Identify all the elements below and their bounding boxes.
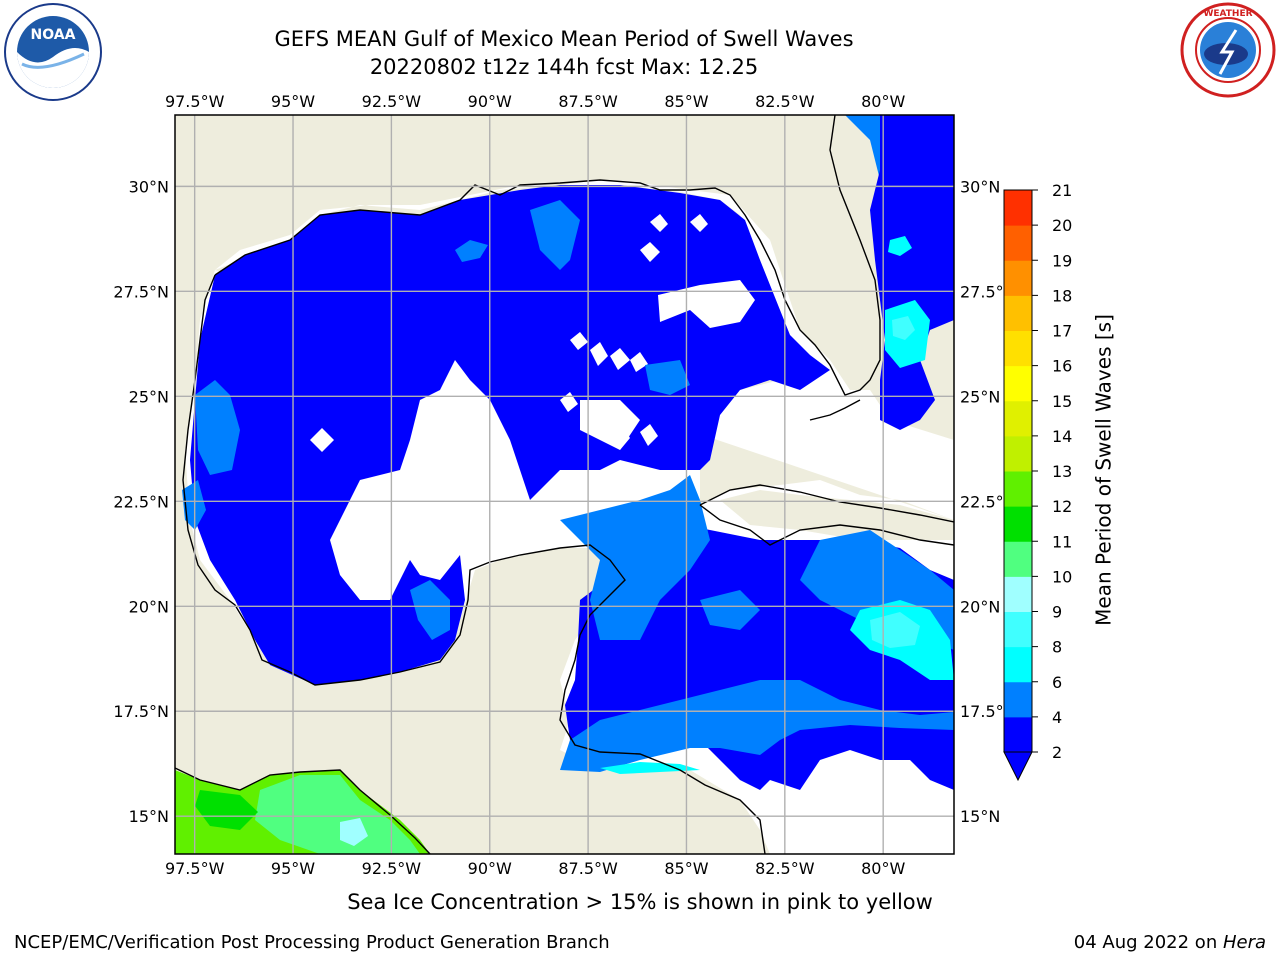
svg-text:NOAA: NOAA xyxy=(31,27,76,43)
colorbar-segment xyxy=(1004,541,1032,577)
colorbar-tick-label: 11 xyxy=(1052,532,1072,551)
lat-tick-label: 20°N xyxy=(960,597,1000,616)
lat-labels-left: 30°N 27.5°N 25°N 22.5°N 20°N 17.5°N 15°N xyxy=(113,177,169,826)
map-frame xyxy=(174,114,955,855)
lon-tick-label: 90°W xyxy=(468,92,512,111)
colorbar-segment xyxy=(1004,471,1032,507)
lon-tick-label: 82.5°W xyxy=(755,92,815,111)
sea-ice-caption: Sea Ice Concentration > 15% is shown in … xyxy=(347,890,933,914)
colorbar-segment xyxy=(1004,576,1032,612)
colorbar-extend-min xyxy=(1003,751,1033,782)
footer-date-text: 04 Aug 2022 on xyxy=(1073,932,1223,953)
colorbar-tick-label: 18 xyxy=(1052,286,1072,305)
colorbar-segment xyxy=(1004,295,1032,331)
chart-subtitle: 20220802 t12z 144h fcst Max: 12.25 xyxy=(369,55,759,79)
lon-labels-bottom: 97.5°W 95°W 92.5°W 90°W 87.5°W 85°W 82.5°W 80°W xyxy=(165,859,906,878)
lat-tick-label: 17.5°N xyxy=(960,702,1016,721)
lon-tick-label: 97.5°W xyxy=(165,859,225,878)
svg-text:WEATHER: WEATHER xyxy=(1203,9,1252,19)
colorbar-tick-label: 19 xyxy=(1052,251,1072,270)
footer-host: Hera xyxy=(1222,932,1266,953)
lon-tick-label: 85°W xyxy=(664,859,708,878)
lat-tick-label: 17.5°N xyxy=(113,702,169,721)
colorbar-tick-label: 10 xyxy=(1052,567,1072,586)
lon-tick-label: 95°W xyxy=(271,859,315,878)
colorbar-tick-label: 8 xyxy=(1052,638,1062,657)
map-panel xyxy=(175,115,954,854)
lon-tick-label: 80°W xyxy=(861,92,905,111)
graticule xyxy=(175,115,954,854)
colorbar-tick-label: 17 xyxy=(1052,322,1072,341)
colorbar-segment xyxy=(1004,365,1032,402)
colorbar-segment xyxy=(1004,190,1032,226)
colorbar-tick-label: 4 xyxy=(1052,708,1062,727)
lat-labels-right: 30°N 27.5°N 25°N 22.5°N 20°N 17.5°N 15°N xyxy=(960,177,1016,826)
colorbar-tick-label: 20 xyxy=(1052,216,1072,235)
colorbar-tick-label: 9 xyxy=(1052,603,1062,622)
colorbar-segment xyxy=(1004,716,1032,753)
lon-labels-top: 97.5°W 95°W 92.5°W 90°W 87.5°W 85°W 82.5°W 80°W xyxy=(165,92,906,111)
national-weather-service-logo: WEATHER xyxy=(1180,2,1276,98)
colorbar-tick-label: 14 xyxy=(1052,427,1072,446)
lat-tick-label: 27.5°N xyxy=(113,282,169,301)
lon-tick-label: 80°W xyxy=(861,859,905,878)
lat-tick-label: 15°N xyxy=(129,807,169,826)
lon-tick-label: 92.5°W xyxy=(362,92,422,111)
lon-tick-label: 87.5°W xyxy=(558,859,618,878)
colorbar-tick-label: 2 xyxy=(1052,743,1062,762)
footer-credit: NCEP/EMC/Verification Post Processing Pr… xyxy=(14,932,610,953)
colorbar-segment xyxy=(1004,681,1032,718)
colorbar-segment xyxy=(1004,330,1032,367)
lon-tick-label: 87.5°W xyxy=(558,92,618,111)
colorbar-tick-label: 21 xyxy=(1052,181,1072,200)
colorbar-segment xyxy=(1004,225,1032,261)
colorbar-label: Mean Period of Swell Waves [s] xyxy=(1092,314,1116,626)
lon-tick-label: 95°W xyxy=(271,92,315,111)
colorbar-segment xyxy=(1004,260,1032,296)
chart-title: GEFS MEAN Gulf of Mexico Mean Period of … xyxy=(274,27,854,51)
lat-tick-label: 25°N xyxy=(129,387,169,406)
lat-tick-label: 30°N xyxy=(129,177,169,196)
swell-9s-cores xyxy=(340,818,368,846)
lon-tick-label: 90°W xyxy=(468,859,512,878)
lat-tick-label: 20°N xyxy=(129,597,169,616)
lon-tick-label: 97.5°W xyxy=(165,92,225,111)
colorbar-tick-label: 12 xyxy=(1052,497,1072,516)
colorbar-segment xyxy=(1004,506,1032,542)
lon-tick-label: 85°W xyxy=(664,92,708,111)
noaa-logo: NOAA xyxy=(4,3,102,101)
lat-tick-label: 15°N xyxy=(960,807,1000,826)
lat-tick-label: 22.5°N xyxy=(113,492,169,511)
lat-tick-label: 25°N xyxy=(960,387,1000,406)
colorbar-tick-label: 6 xyxy=(1052,673,1062,692)
lat-tick-label: 30°N xyxy=(960,177,1000,196)
lat-tick-label: 27.5°N xyxy=(960,282,1016,301)
swell-9s-pacific xyxy=(255,775,420,854)
colorbar-tick-label: 13 xyxy=(1052,462,1072,481)
footer-date: 04 Aug 2022 on Hera xyxy=(1074,932,1266,953)
swell-11s-pacific xyxy=(195,790,258,830)
colorbar-segment xyxy=(1004,435,1032,472)
colorbar-segment xyxy=(1004,646,1032,683)
lon-tick-label: 82.5°W xyxy=(755,859,815,878)
lat-tick-label: 22.5°N xyxy=(960,492,1016,511)
colorbar-segment xyxy=(1004,611,1032,648)
colorbar-tick-label: 16 xyxy=(1052,357,1072,376)
swell-4s-gulf xyxy=(182,200,690,640)
lon-tick-label: 92.5°W xyxy=(362,859,422,878)
colorbar-tick-label: 15 xyxy=(1052,392,1072,411)
colorbar: 2 4 6 8 9 10 11 12 13 14 15 16 17 18 19 20 21 xyxy=(1003,181,1072,782)
colorbar-segment xyxy=(1004,400,1032,437)
